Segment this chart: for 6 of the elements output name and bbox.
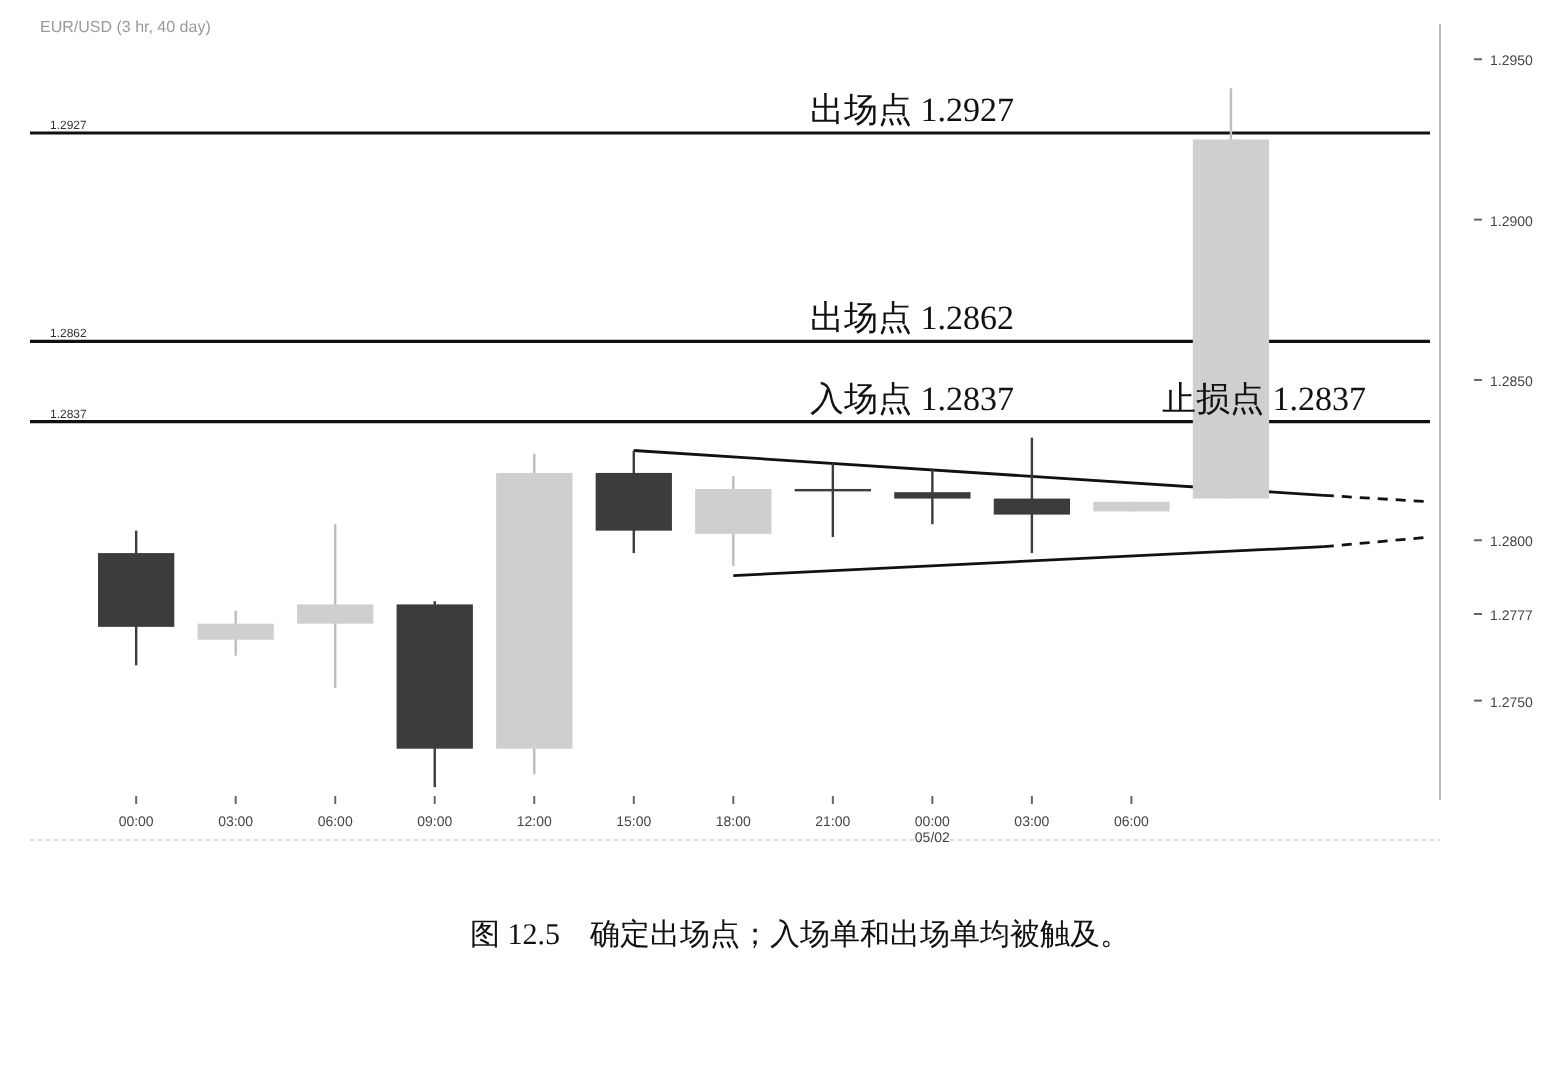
caption: 图 12.5 确定出场点；入场单和出场单均被触及。 <box>470 920 1130 952</box>
reflabel: 出场点 1.2927 <box>810 91 1014 129</box>
title: EUR/USD (3 hr, 40 day) <box>40 18 211 36</box>
annotation: 止损点 1.2837 <box>1162 379 1367 418</box>
reflabel: 入场点 1.2837 <box>810 379 1014 418</box>
reflabel: 出场点 1.2862 <box>810 299 1014 338</box>
